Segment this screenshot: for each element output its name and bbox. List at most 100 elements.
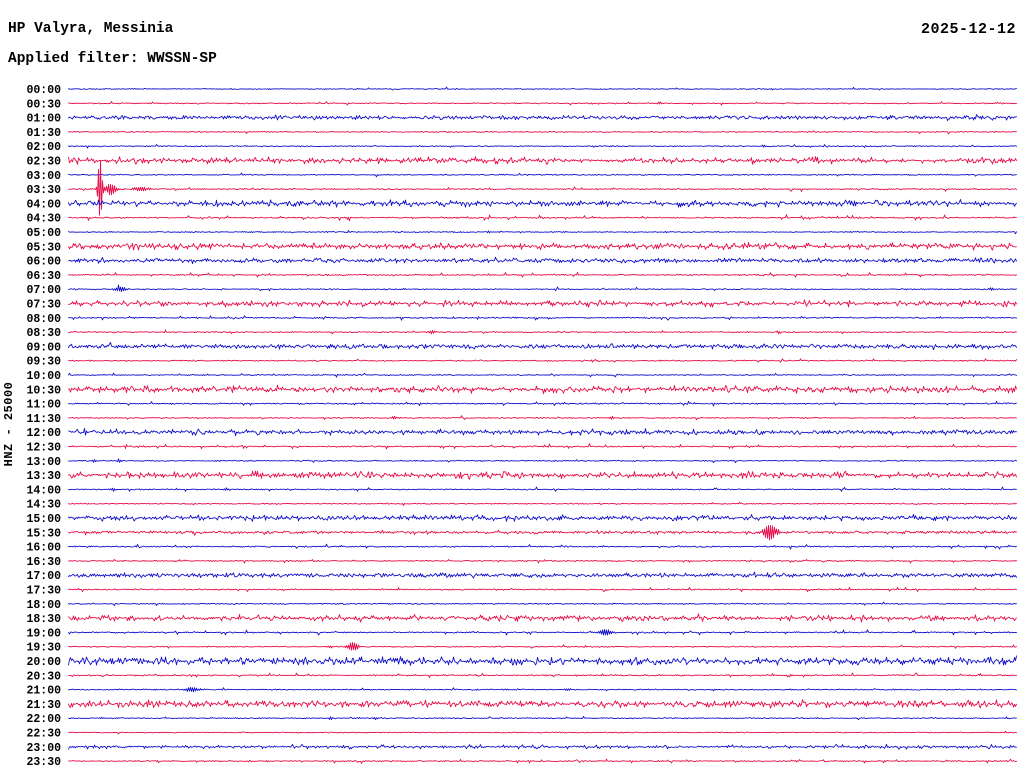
time-label: 12:00 <box>26 427 61 440</box>
time-label: 02:00 <box>26 141 61 154</box>
trace-row <box>68 672 1017 679</box>
time-label: 11:00 <box>26 399 61 412</box>
trace-row <box>68 699 1017 709</box>
date-label: 2025-12-12 <box>920 21 1016 38</box>
trace-row <box>68 513 1017 522</box>
trace-row <box>68 458 1017 464</box>
time-label: 17:00 <box>26 570 61 583</box>
trace-row <box>68 329 1017 335</box>
trace-row <box>68 358 1017 363</box>
trace-row <box>68 629 1017 636</box>
time-label: 18:30 <box>26 613 61 626</box>
trace-row <box>68 101 1017 106</box>
time-label: 08:00 <box>26 313 61 326</box>
time-label: 00:00 <box>26 84 61 97</box>
time-label: 05:00 <box>26 227 61 240</box>
time-label: 10:00 <box>26 370 61 383</box>
time-label: 07:00 <box>26 284 61 297</box>
time-label: 03:30 <box>26 184 61 197</box>
trace-row <box>68 256 1017 265</box>
trace-row <box>68 415 1017 421</box>
time-label: 00:30 <box>26 98 61 111</box>
time-label: 14:30 <box>26 499 61 512</box>
time-label: 11:30 <box>26 413 61 426</box>
time-label: 04:30 <box>26 213 61 226</box>
time-label: 16:00 <box>26 542 61 555</box>
trace-row <box>68 86 1017 91</box>
trace-row <box>68 571 1017 579</box>
time-label: 13:00 <box>26 456 61 469</box>
time-label: 06:30 <box>26 270 61 283</box>
time-label: 12:30 <box>26 442 61 455</box>
time-label: 13:30 <box>26 470 61 483</box>
trace-row <box>68 372 1017 378</box>
trace-row <box>68 715 1017 721</box>
trace-row <box>68 486 1017 492</box>
trace-row <box>68 400 1017 407</box>
trace-row <box>68 214 1017 222</box>
trace-row <box>68 284 1017 292</box>
time-label: 06:00 <box>26 256 61 269</box>
time-label: 19:00 <box>26 627 61 640</box>
trace-row <box>68 655 1017 666</box>
trace-row <box>68 299 1017 308</box>
time-label: 01:30 <box>26 127 61 140</box>
trace-row <box>68 730 1017 735</box>
time-label: 23:30 <box>26 756 61 769</box>
time-label: 18:00 <box>26 599 61 612</box>
time-label: 08:30 <box>26 327 61 340</box>
trace-row <box>68 470 1017 480</box>
time-label: 04:00 <box>26 198 61 211</box>
time-label: 23:00 <box>26 742 61 755</box>
trace-row <box>68 384 1017 395</box>
trace-row <box>68 559 1017 564</box>
time-label: 22:00 <box>26 713 61 726</box>
trace-row <box>68 144 1017 149</box>
filter-label: Applied filter: WWSSN-SP <box>8 51 217 67</box>
trace-row <box>68 524 1017 541</box>
time-label: 22:30 <box>26 728 61 741</box>
trace-row <box>68 427 1017 437</box>
trace-row <box>68 601 1017 607</box>
trace-row <box>68 130 1017 135</box>
trace-row <box>68 242 1017 251</box>
time-label: 16:30 <box>26 556 61 569</box>
trace-row <box>68 501 1017 507</box>
trace-row <box>68 543 1017 550</box>
trace-row <box>68 613 1017 623</box>
time-label: 02:30 <box>26 156 61 169</box>
trace-row <box>68 587 1017 593</box>
trace-row <box>68 230 1017 235</box>
station-title: HP Valyra, Messinia <box>8 21 174 37</box>
time-label: 17:30 <box>26 585 61 598</box>
time-label: 09:00 <box>26 341 61 354</box>
trace-row <box>68 342 1017 351</box>
time-label: 19:30 <box>26 642 61 655</box>
time-label: 10:30 <box>26 384 61 397</box>
trace-row <box>68 642 1017 651</box>
channel-scale-label: HNZ - 25000 <box>2 382 16 467</box>
time-label: 03:00 <box>26 170 61 183</box>
time-label: 15:00 <box>26 513 61 526</box>
trace-row <box>68 271 1017 278</box>
time-label: 09:30 <box>26 356 61 369</box>
time-label: 21:00 <box>26 685 61 698</box>
trace-row <box>68 315 1017 321</box>
time-label: 20:00 <box>26 656 61 669</box>
trace-row <box>68 686 1017 693</box>
trace-row <box>68 743 1017 750</box>
trace-row <box>68 159 1017 216</box>
trace-row <box>68 172 1017 178</box>
time-label: 05:30 <box>26 241 61 254</box>
time-label: 14:00 <box>26 484 61 497</box>
time-label: 01:00 <box>26 113 61 126</box>
time-label: 07:30 <box>26 299 61 312</box>
trace-row <box>68 199 1017 208</box>
trace-row <box>68 443 1017 450</box>
trace-row <box>68 114 1017 122</box>
time-label: 20:30 <box>26 670 61 683</box>
time-label: 15:30 <box>26 527 61 540</box>
trace-row <box>68 156 1017 165</box>
